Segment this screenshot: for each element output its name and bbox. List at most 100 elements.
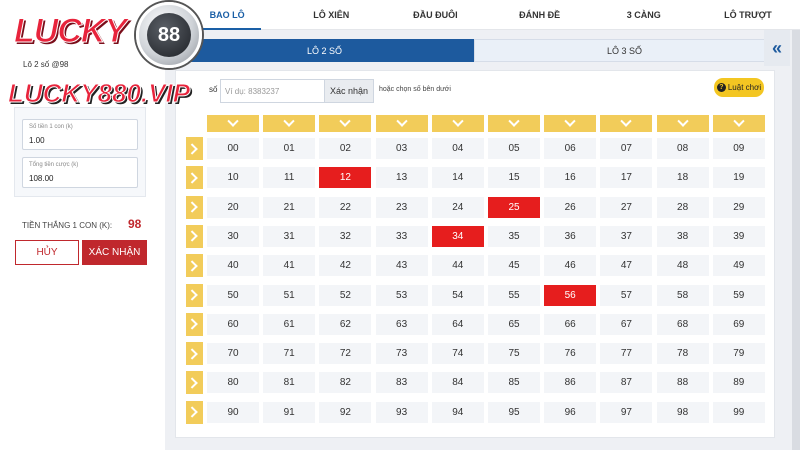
number-cell[interactable]: 22 [319,196,372,218]
number-cell[interactable]: 08 [656,138,709,159]
number-cell[interactable]: 74 [431,343,484,365]
number-cell[interactable]: 01 [263,138,316,159]
number-cell[interactable]: 45 [488,255,540,277]
select-column-button[interactable] [375,115,428,132]
number-cell[interactable]: 20 [207,196,259,218]
number-cell[interactable]: 79 [712,343,765,365]
select-row-button[interactable] [186,312,203,336]
select-column-button[interactable] [488,115,540,132]
number-cell[interactable]: 31 [263,225,316,247]
number-cell[interactable]: 81 [263,372,316,394]
number-cell[interactable]: 23 [375,196,428,218]
number-cell[interactable]: 51 [263,284,316,306]
select-row-button[interactable] [186,224,203,248]
number-cell[interactable]: 85 [488,372,540,394]
number-cell[interactable]: 63 [375,313,428,335]
number-cell[interactable]: 87 [600,372,653,394]
number-cell[interactable]: 21 [263,196,316,218]
collapse-panel-icon[interactable]: « [764,30,790,66]
select-row-button[interactable] [186,254,203,278]
subtab-1[interactable]: LÔ 3 SỐ [474,39,775,62]
number-cell[interactable]: 83 [375,372,428,394]
number-cell[interactable]: 58 [656,284,709,306]
select-column-button[interactable] [656,115,709,132]
number-cell[interactable]: 56 [544,284,597,306]
select-column-button[interactable] [600,115,653,132]
number-cell[interactable]: 02 [319,138,372,159]
number-cell[interactable]: 42 [319,255,372,277]
number-cell[interactable]: 30 [207,225,259,247]
quick-number-input[interactable] [220,79,328,103]
number-cell[interactable]: 57 [600,284,653,306]
number-cell[interactable]: 41 [263,255,316,277]
number-cell[interactable]: 19 [712,167,765,189]
select-column-button[interactable] [263,115,316,132]
number-cell[interactable]: 96 [544,401,597,423]
select-column-button[interactable] [544,115,597,132]
number-cell[interactable]: 28 [656,196,709,218]
number-cell[interactable]: 43 [375,255,428,277]
number-cell[interactable]: 67 [600,313,653,335]
subtab-0[interactable]: LÔ 2 SỐ [175,39,474,62]
number-cell[interactable]: 59 [712,284,765,306]
number-cell[interactable]: 66 [544,313,597,335]
select-column-button[interactable] [431,115,484,132]
number-cell[interactable]: 48 [656,255,709,277]
number-cell[interactable]: 91 [263,401,316,423]
number-cell[interactable]: 05 [488,138,540,159]
number-cell[interactable]: 49 [712,255,765,277]
number-cell[interactable]: 94 [431,401,484,423]
number-cell[interactable]: 98 [656,401,709,423]
number-cell[interactable]: 60 [207,313,259,335]
number-cell[interactable]: 40 [207,255,259,277]
number-cell[interactable]: 89 [712,372,765,394]
number-cell[interactable]: 78 [656,343,709,365]
number-cell[interactable]: 36 [544,225,597,247]
number-cell[interactable]: 33 [375,225,428,247]
number-cell[interactable]: 37 [600,225,653,247]
number-cell[interactable]: 71 [263,343,316,365]
number-cell[interactable]: 82 [319,372,372,394]
select-column-button[interactable] [319,115,372,132]
number-cell[interactable]: 35 [488,225,540,247]
total-bet-field[interactable]: Tổng tiền cược (k) 108.00 [22,157,138,188]
select-row-button[interactable] [186,166,203,190]
tab-1[interactable]: LÔ XIÊN [313,9,350,20]
number-cell[interactable]: 54 [431,284,484,306]
number-cell[interactable]: 72 [319,343,372,365]
select-column-button[interactable] [712,115,765,132]
number-cell[interactable]: 07 [600,138,653,159]
number-cell[interactable]: 13 [375,167,428,189]
number-cell[interactable]: 46 [544,255,597,277]
number-cell[interactable]: 34 [431,225,484,247]
confirm-bet-button[interactable]: XÁC NHẬN [82,240,147,265]
number-cell[interactable]: 44 [431,255,484,277]
number-cell[interactable]: 62 [319,313,372,335]
price-per-number-field[interactable]: Số tiền 1 con (k) 1.00 [22,119,138,150]
number-cell[interactable]: 80 [207,372,259,394]
number-cell[interactable]: 10 [207,167,259,189]
number-cell[interactable]: 27 [600,196,653,218]
select-row-button[interactable] [186,137,203,160]
select-row-button[interactable] [186,195,203,219]
number-cell[interactable]: 64 [431,313,484,335]
cancel-button[interactable]: HỦY [15,240,79,265]
number-cell[interactable]: 04 [431,138,484,159]
number-cell[interactable]: 73 [375,343,428,365]
number-cell[interactable]: 68 [656,313,709,335]
number-cell[interactable]: 75 [488,343,540,365]
number-cell[interactable]: 76 [544,343,597,365]
tab-4[interactable]: 3 CÀNG [626,9,661,20]
tab-2[interactable]: ĐẦU ĐUÔI [413,9,458,20]
number-cell[interactable]: 03 [375,138,428,159]
number-cell[interactable]: 52 [319,284,372,306]
number-cell[interactable]: 15 [488,167,540,189]
number-cell[interactable]: 17 [600,167,653,189]
number-cell[interactable]: 38 [656,225,709,247]
number-cell[interactable]: 24 [431,196,484,218]
number-cell[interactable]: 50 [207,284,259,306]
select-row-button[interactable] [186,371,203,395]
scrollbar[interactable] [792,30,800,450]
number-cell[interactable]: 90 [207,401,259,423]
number-cell[interactable]: 39 [712,225,765,247]
